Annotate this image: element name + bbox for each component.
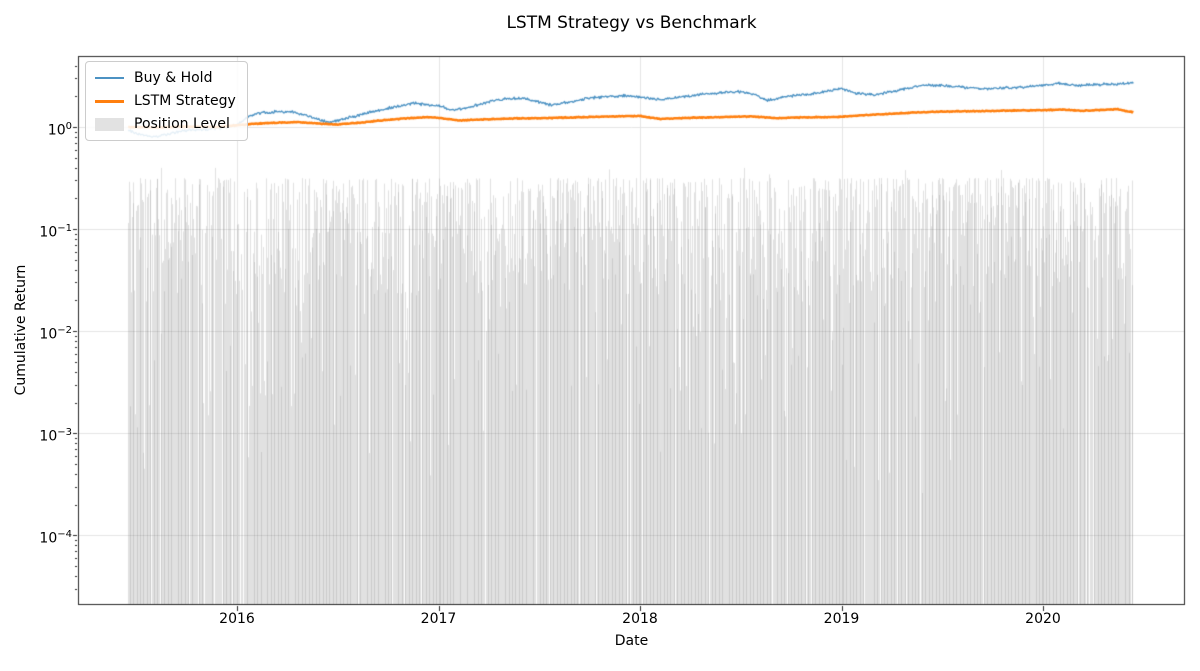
chart-title: LSTM Strategy vs Benchmark (506, 13, 757, 33)
legend-label-lstm-strategy: LSTM Strategy (134, 93, 236, 109)
legend-item-lstm-strategy: LSTM Strategy (95, 92, 236, 110)
position-level-patch-swatch (95, 117, 124, 131)
legend-label-position-level: Position Level (134, 116, 230, 132)
y-tick-label: 10−1 (39, 223, 72, 241)
legend-item-position-level: Position Level (95, 115, 236, 133)
x-axis-label: Date (614, 633, 649, 649)
legend-label-buy-hold: Buy & Hold (134, 70, 213, 86)
y-tick-label: 10−2 (39, 325, 72, 343)
legend: Buy & Hold LSTM Strategy Position Level (85, 61, 248, 141)
x-tick-label: 2017 (420, 611, 457, 627)
y-tick-label: 10−4 (39, 529, 72, 548)
buy-hold-line-swatch (95, 77, 124, 79)
x-tick-label: 2019 (823, 611, 860, 627)
lstm-strategy-line-swatch (95, 99, 124, 103)
y-tick-label: 100 (47, 121, 72, 139)
x-tick-label: 2016 (219, 611, 255, 627)
legend-item-buy-hold: Buy & Hold (95, 69, 236, 87)
x-tick-label: 2018 (622, 611, 658, 627)
y-tick-label: 10−3 (39, 427, 72, 445)
x-tick-label: 2020 (1025, 611, 1061, 627)
